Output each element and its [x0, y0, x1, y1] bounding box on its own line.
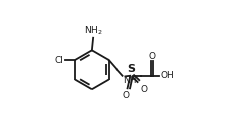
- Text: O: O: [123, 91, 130, 100]
- Text: OH: OH: [161, 71, 175, 80]
- Text: NH$_2$: NH$_2$: [84, 25, 103, 37]
- Text: NH: NH: [123, 76, 137, 85]
- Text: S: S: [127, 65, 135, 75]
- Text: O: O: [149, 52, 156, 61]
- Text: Cl: Cl: [55, 55, 64, 65]
- Text: O: O: [140, 85, 147, 94]
